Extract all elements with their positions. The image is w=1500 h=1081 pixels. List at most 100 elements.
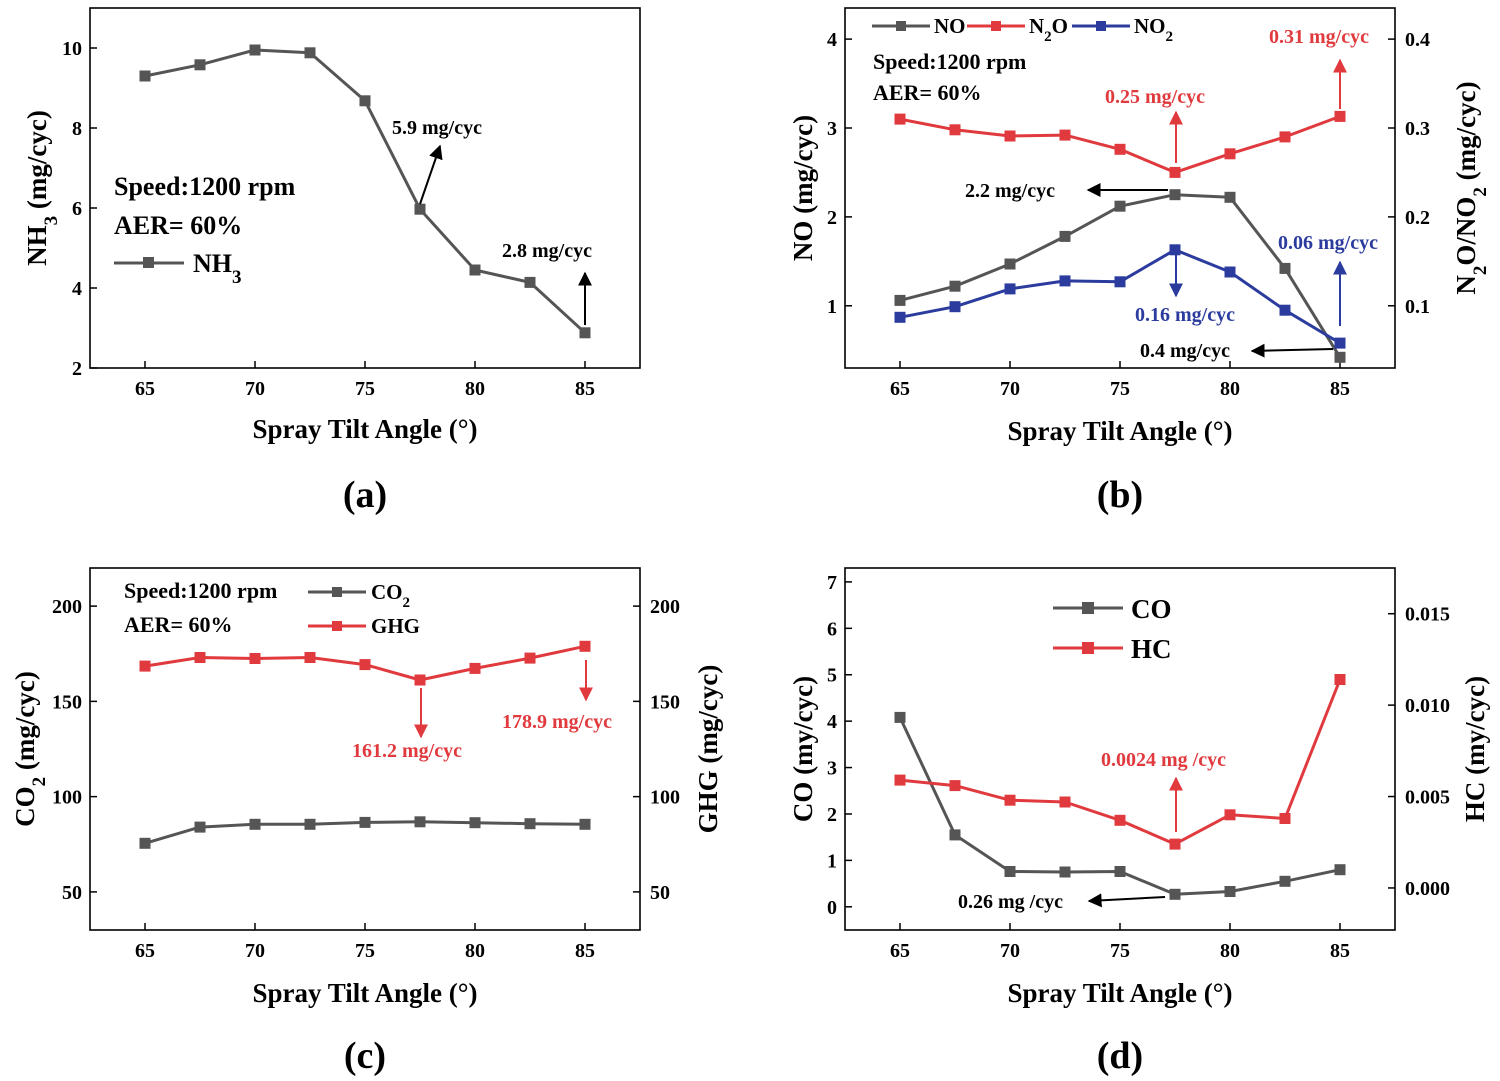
y-tick-label-left: 10 xyxy=(62,38,82,60)
data-point-nh3 xyxy=(524,276,536,288)
annotation-0-0024: 0.0024 mg /cyc xyxy=(1101,749,1226,771)
data-point-no2 xyxy=(949,301,961,313)
annotation-5-9: 5.9 mg/cyc xyxy=(392,117,482,139)
series-layer xyxy=(139,640,591,849)
data-point-co xyxy=(1114,866,1126,877)
x-tick-label: 75 xyxy=(355,378,375,400)
y-tick-label-left: 5 xyxy=(827,665,837,687)
data-point-co2 xyxy=(304,818,316,830)
data-point-hc xyxy=(1114,814,1126,826)
legend: CO HC xyxy=(1053,594,1172,664)
data-point-ghg xyxy=(194,652,206,663)
data-point-hc xyxy=(1004,794,1016,806)
x-tick-label: 65 xyxy=(135,940,155,962)
data-point-hc xyxy=(949,780,961,792)
x-tick-label: 70 xyxy=(245,378,265,400)
y-ticks-right: 0.1 0.2 0.3 0.4 xyxy=(1388,29,1430,318)
y-tick-label-left: 2 xyxy=(827,207,837,229)
y-tick-label-right: 0.1 xyxy=(1405,296,1430,318)
data-point-ghg xyxy=(139,660,151,672)
legend-marker-nh3 xyxy=(143,257,154,268)
data-point-no xyxy=(1334,351,1346,363)
data-point-co2 xyxy=(524,818,536,830)
data-point-hc xyxy=(1059,796,1071,808)
data-point-n2o xyxy=(1334,110,1346,122)
x-tick-label: 85 xyxy=(575,378,595,400)
series-line-no2 xyxy=(899,248,1341,345)
legend-label-nh3: NH3 xyxy=(193,249,242,288)
x-axis-label: Spray Tilt Angle (°) xyxy=(252,414,477,444)
x-tick-label: 80 xyxy=(465,378,485,400)
data-point-co2 xyxy=(359,816,371,828)
annotation-178-9: 178.9 mg/cyc xyxy=(502,711,612,733)
y-ticks-left: 1 2 3 4 xyxy=(827,29,852,318)
annotation-2-8: 2.8 mg/cyc xyxy=(502,240,592,262)
y-axis-label-right: N2O/NO2 (mg/cyc) xyxy=(1451,81,1491,294)
y-tick-label-left: 1 xyxy=(827,296,837,318)
data-point-co xyxy=(1059,866,1071,878)
y-tick-label-right: 0.015 xyxy=(1405,604,1450,626)
data-point-nh3 xyxy=(579,327,591,339)
data-point-no xyxy=(1279,262,1291,274)
series-layer xyxy=(139,44,591,339)
data-point-no xyxy=(1169,189,1181,201)
y-tick-label-left: 2 xyxy=(72,358,82,380)
data-point-nh3 xyxy=(469,264,481,276)
x-tick-label: 70 xyxy=(1000,378,1020,400)
info-speed: Speed:1200 rpm xyxy=(124,578,277,603)
y-axis-label: NH3 (mg/cyc) xyxy=(22,110,62,266)
data-point-hc xyxy=(1279,813,1291,824)
data-point-no2 xyxy=(1279,304,1291,316)
y-tick-label-left: 3 xyxy=(827,758,837,780)
panel-label: (d) xyxy=(1097,1035,1143,1077)
legend-marker-hc xyxy=(1082,642,1094,654)
y-tick-label-left: 50 xyxy=(62,882,82,904)
data-point-hc xyxy=(1334,674,1346,685)
data-point-co xyxy=(1169,888,1181,900)
data-point-no xyxy=(1224,191,1236,203)
data-point-n2o xyxy=(1169,166,1181,178)
y-tick-label-left: 4 xyxy=(827,711,837,733)
data-point-no xyxy=(1004,258,1016,270)
data-point-no2 xyxy=(1114,276,1126,288)
x-tick-label: 65 xyxy=(890,940,910,962)
data-point-co xyxy=(894,711,906,723)
legend-label-ghg: GHG xyxy=(371,614,420,638)
y-tick-label-left: 200 xyxy=(52,596,82,618)
x-tick-label: 80 xyxy=(1220,940,1240,962)
data-point-hc xyxy=(1169,838,1181,850)
y-tick-label-right: 0.3 xyxy=(1405,118,1430,140)
x-ticks: 65 70 75 80 85 xyxy=(135,361,595,400)
y-axis-label-left: NO (mg/cyc) xyxy=(788,115,818,261)
info-aer: AER= 60% xyxy=(873,80,982,105)
series-layer xyxy=(894,110,1346,363)
data-point-no2 xyxy=(1224,266,1236,278)
y-tick-label-right: 0.005 xyxy=(1405,787,1450,809)
data-point-co xyxy=(1279,875,1291,887)
data-point-ghg xyxy=(249,653,261,664)
y-axis-label-left: CO (my/cyc) xyxy=(788,676,818,822)
data-point-no xyxy=(894,294,906,306)
legend: CO2 GHG xyxy=(308,580,420,638)
x-ticks: 65 70 75 80 85 xyxy=(890,361,1350,400)
y-ticks-right: 0.000 0.005 0.010 0.015 xyxy=(1388,604,1450,900)
annotation-2-2: 2.2 mg/cyc xyxy=(965,180,1055,202)
legend-label-no: NO xyxy=(934,14,966,38)
x-tick-label: 85 xyxy=(1330,378,1350,400)
info-speed: Speed:1200 rpm xyxy=(114,172,296,201)
data-point-co xyxy=(1334,864,1346,876)
data-point-no2 xyxy=(1169,244,1181,256)
x-tick-label: 85 xyxy=(575,940,595,962)
annotation-0-06: 0.06 mg/cyc xyxy=(1278,232,1378,254)
x-axis-label: Spray Tilt Angle (°) xyxy=(252,978,477,1008)
y-tick-label-left: 6 xyxy=(827,618,837,640)
legend-marker-n2o xyxy=(991,21,1001,31)
y-tick-label-left: 7 xyxy=(827,572,837,594)
arrow-0-4 xyxy=(1250,343,1334,358)
annotation-161-2: 161.2 mg/cyc xyxy=(352,740,462,762)
data-point-nh3 xyxy=(194,59,206,71)
legend-label-no2: NO2 xyxy=(1134,14,1173,45)
y-tick-label-left: 2 xyxy=(827,804,837,826)
data-point-co2 xyxy=(414,816,426,828)
y-ticks-left: 2 4 6 8 10 xyxy=(62,38,97,380)
